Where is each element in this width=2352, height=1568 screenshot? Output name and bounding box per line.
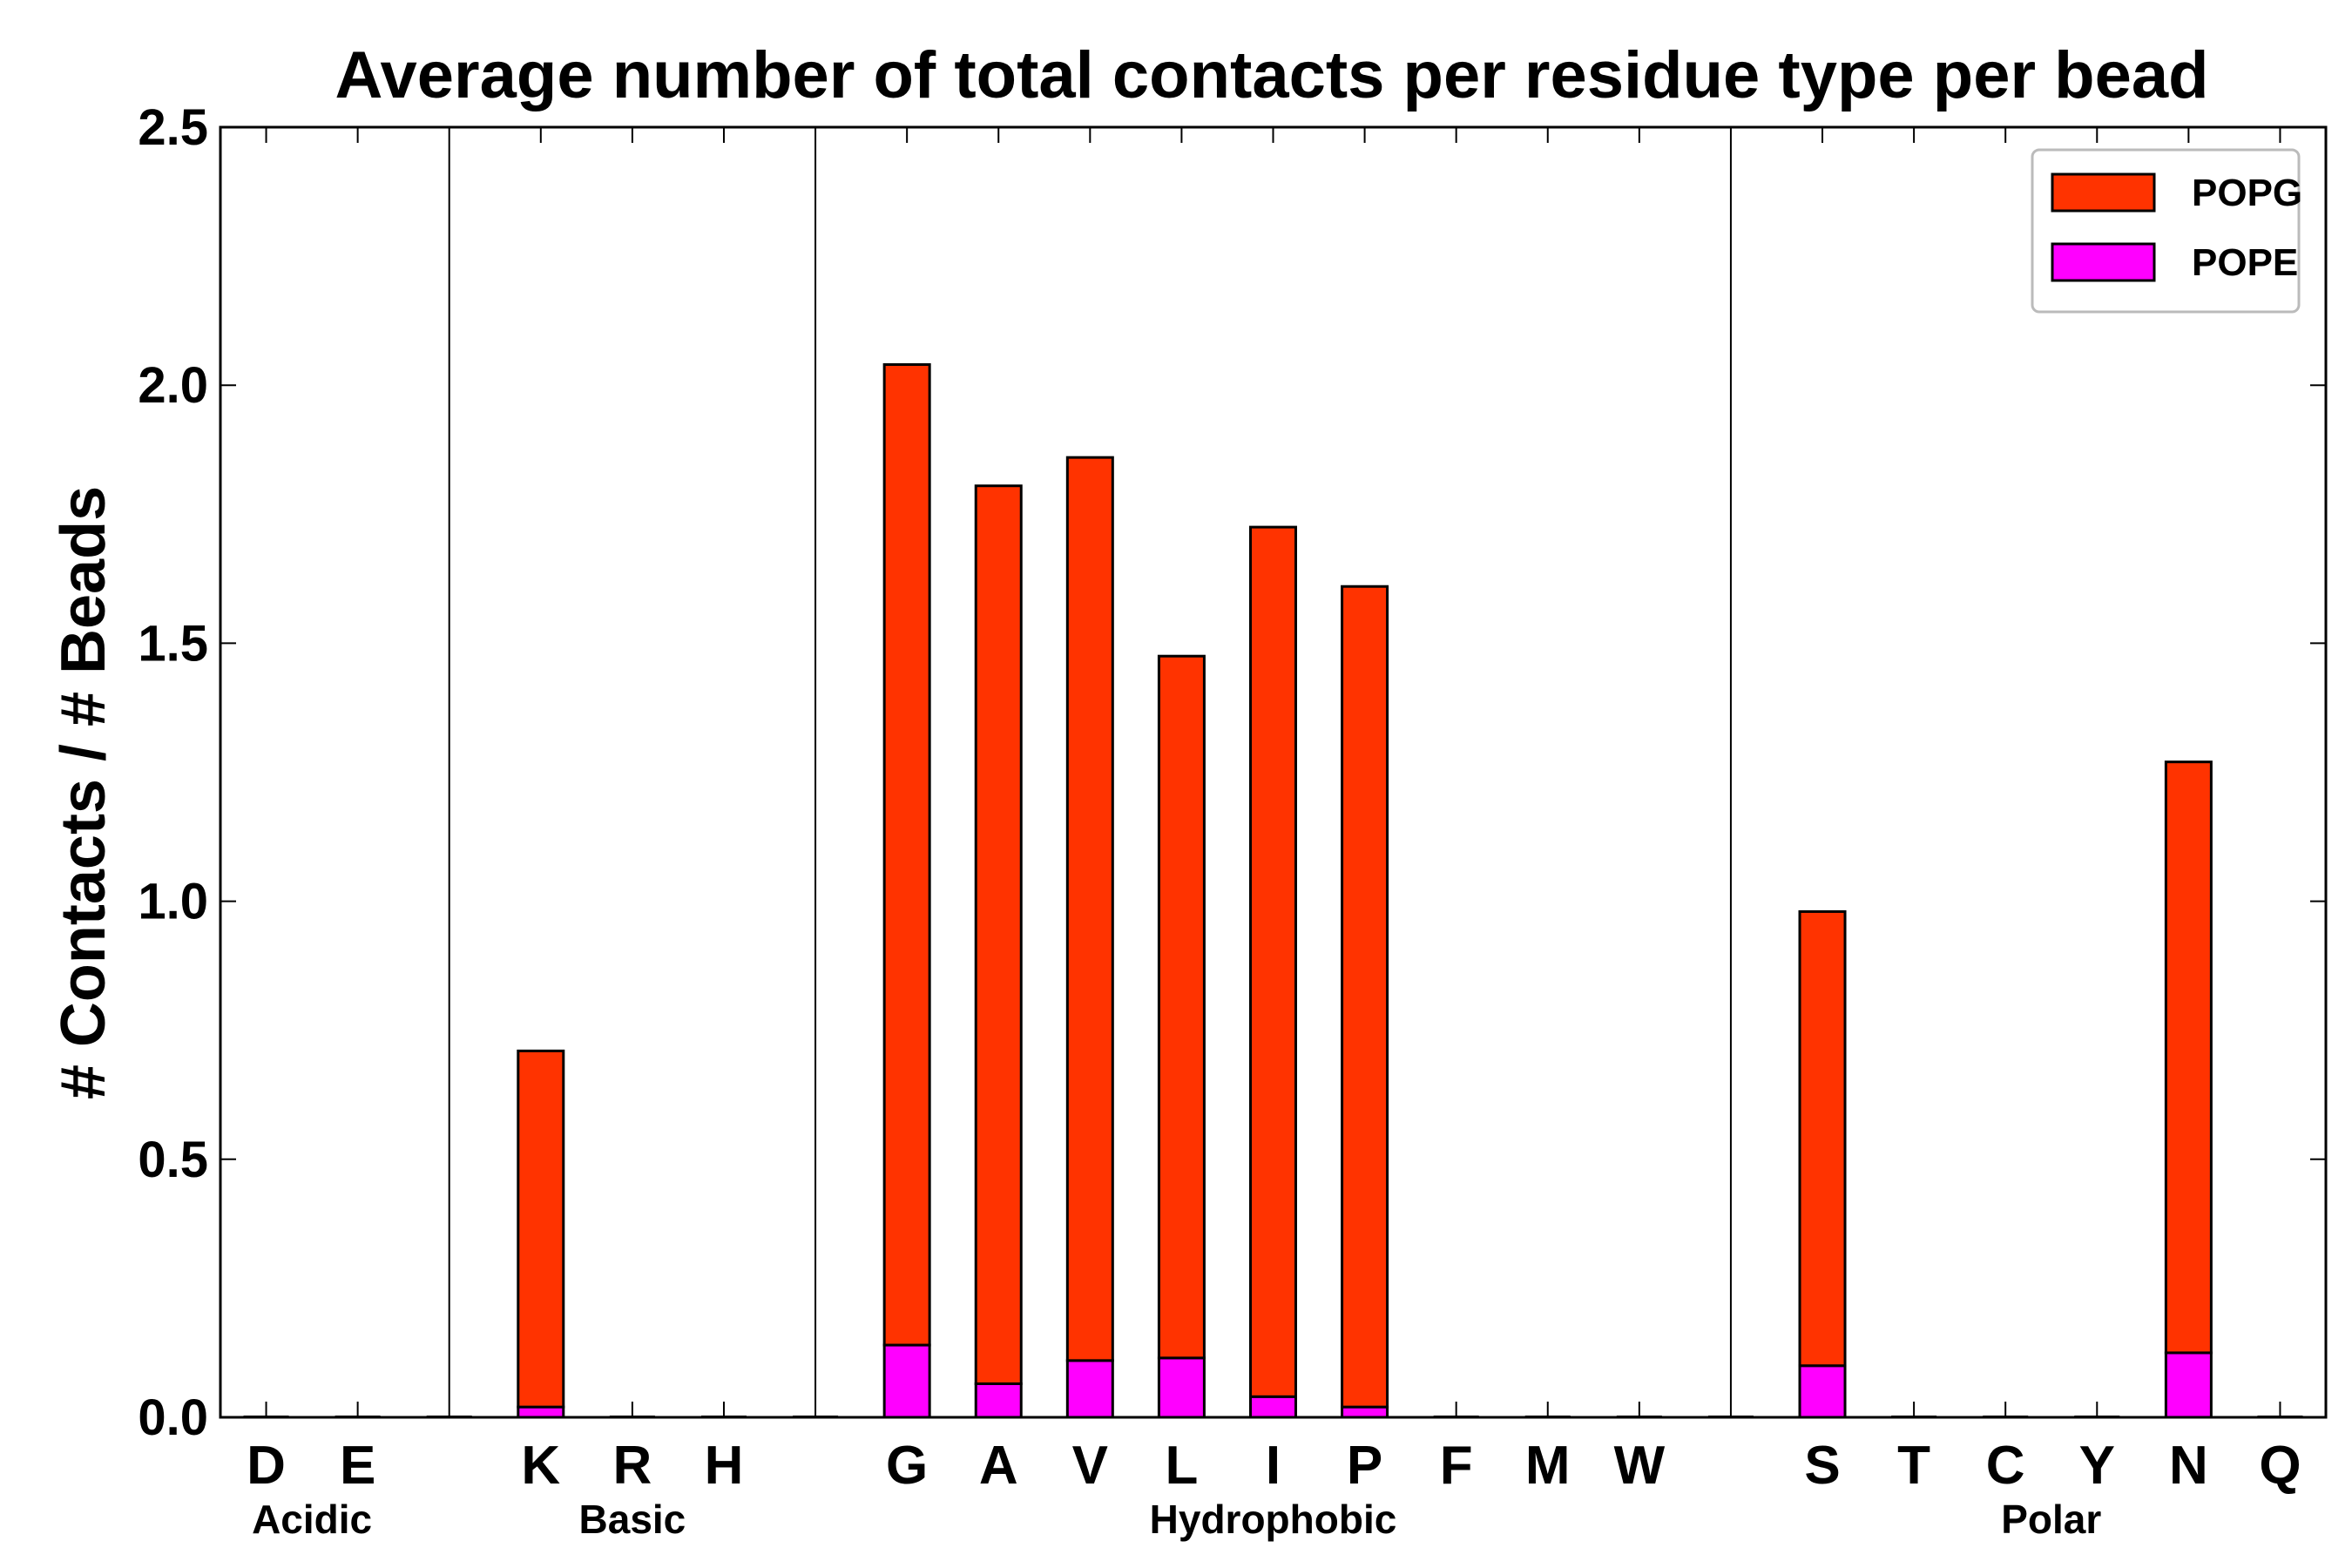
legend-swatch-popg (2051, 172, 2156, 213)
x-tick-label-H: H (705, 1436, 744, 1496)
x-tick-label-C: C (1986, 1436, 2025, 1496)
y-tick-label: 0.0 (138, 1389, 208, 1446)
x-tick-label-F: F (1440, 1436, 1473, 1496)
y-axis-label: # Contacts / # Beads (49, 486, 118, 1099)
x-tick-label-G: G (886, 1436, 928, 1496)
x-tick-label-S: S (1804, 1436, 1840, 1496)
plot-area: 0.0 0.5 1.0 1.5 2.0 2.5 D E K R H G A V L I P F M W S T C Y N Q Ac… (138, 99, 2328, 1542)
x-tick-label-P: P (1347, 1436, 1382, 1496)
legend: POPG POPE (2031, 148, 2302, 314)
x-tick-label-E: E (340, 1436, 375, 1496)
x-tick-label-D: D (247, 1436, 286, 1496)
y-tick-label: 2.5 (138, 99, 208, 156)
plot-frame (219, 125, 2328, 1419)
legend-label-popg: POPG (2192, 172, 2302, 214)
x-tick-label-Y: Y (2079, 1436, 2115, 1496)
x-tick-label-V: V (1072, 1436, 1108, 1496)
x-tick-label-W: W (1614, 1436, 1666, 1496)
bar-N-popg (2164, 760, 2213, 1355)
x-tick-label-T: T (1897, 1436, 1930, 1496)
bar-A-pope (974, 1382, 1023, 1419)
chart-title: Average number of total contacts per res… (335, 38, 2208, 112)
bar-K-pope (517, 1405, 565, 1419)
x-tick-label-N: N (2169, 1436, 2208, 1496)
bar-I-popg (1249, 525, 1297, 1398)
group-label-polar: Polar (2001, 1497, 2101, 1542)
bar-P-pope (1341, 1405, 1389, 1419)
bar-P-popg (1341, 585, 1389, 1409)
group-label-basic: Basic (579, 1497, 686, 1542)
x-tick-label-R: R (613, 1436, 652, 1496)
bar-L-pope (1157, 1356, 1206, 1419)
y-tick-label: 0.5 (138, 1132, 208, 1188)
bar-S-pope (1798, 1364, 1847, 1419)
x-tick-label-I: I (1266, 1436, 1281, 1496)
group-label-acidic: Acidic (252, 1497, 372, 1542)
group-label-hydrophobic: Hydrophobic (1150, 1497, 1397, 1542)
x-tick-label-K: K (521, 1436, 560, 1496)
bar-N-pope (2164, 1351, 2213, 1419)
bar-I-pope (1249, 1395, 1297, 1419)
bar-S-popg (1798, 909, 1847, 1368)
y-tick-label: 1.5 (138, 615, 208, 672)
legend-swatch-pope (2051, 242, 2156, 282)
bar-V-popg (1065, 456, 1114, 1362)
y-tick-label: 1.0 (138, 874, 208, 930)
bar-K-popg (517, 1049, 565, 1409)
x-tick-label-A: A (979, 1436, 1018, 1496)
y-tick-label: 2.0 (138, 357, 208, 414)
legend-label-pope: POPE (2192, 241, 2298, 284)
bar-A-popg (974, 484, 1023, 1385)
bar-L-popg (1157, 654, 1206, 1360)
x-tick-label-L: L (1165, 1436, 1198, 1496)
x-tick-label-M: M (1525, 1436, 1571, 1496)
x-tick-label-Q: Q (2259, 1436, 2301, 1496)
bar-G-pope (882, 1343, 931, 1419)
bar-G-popg (882, 363, 931, 1347)
bar-V-pope (1065, 1359, 1114, 1419)
